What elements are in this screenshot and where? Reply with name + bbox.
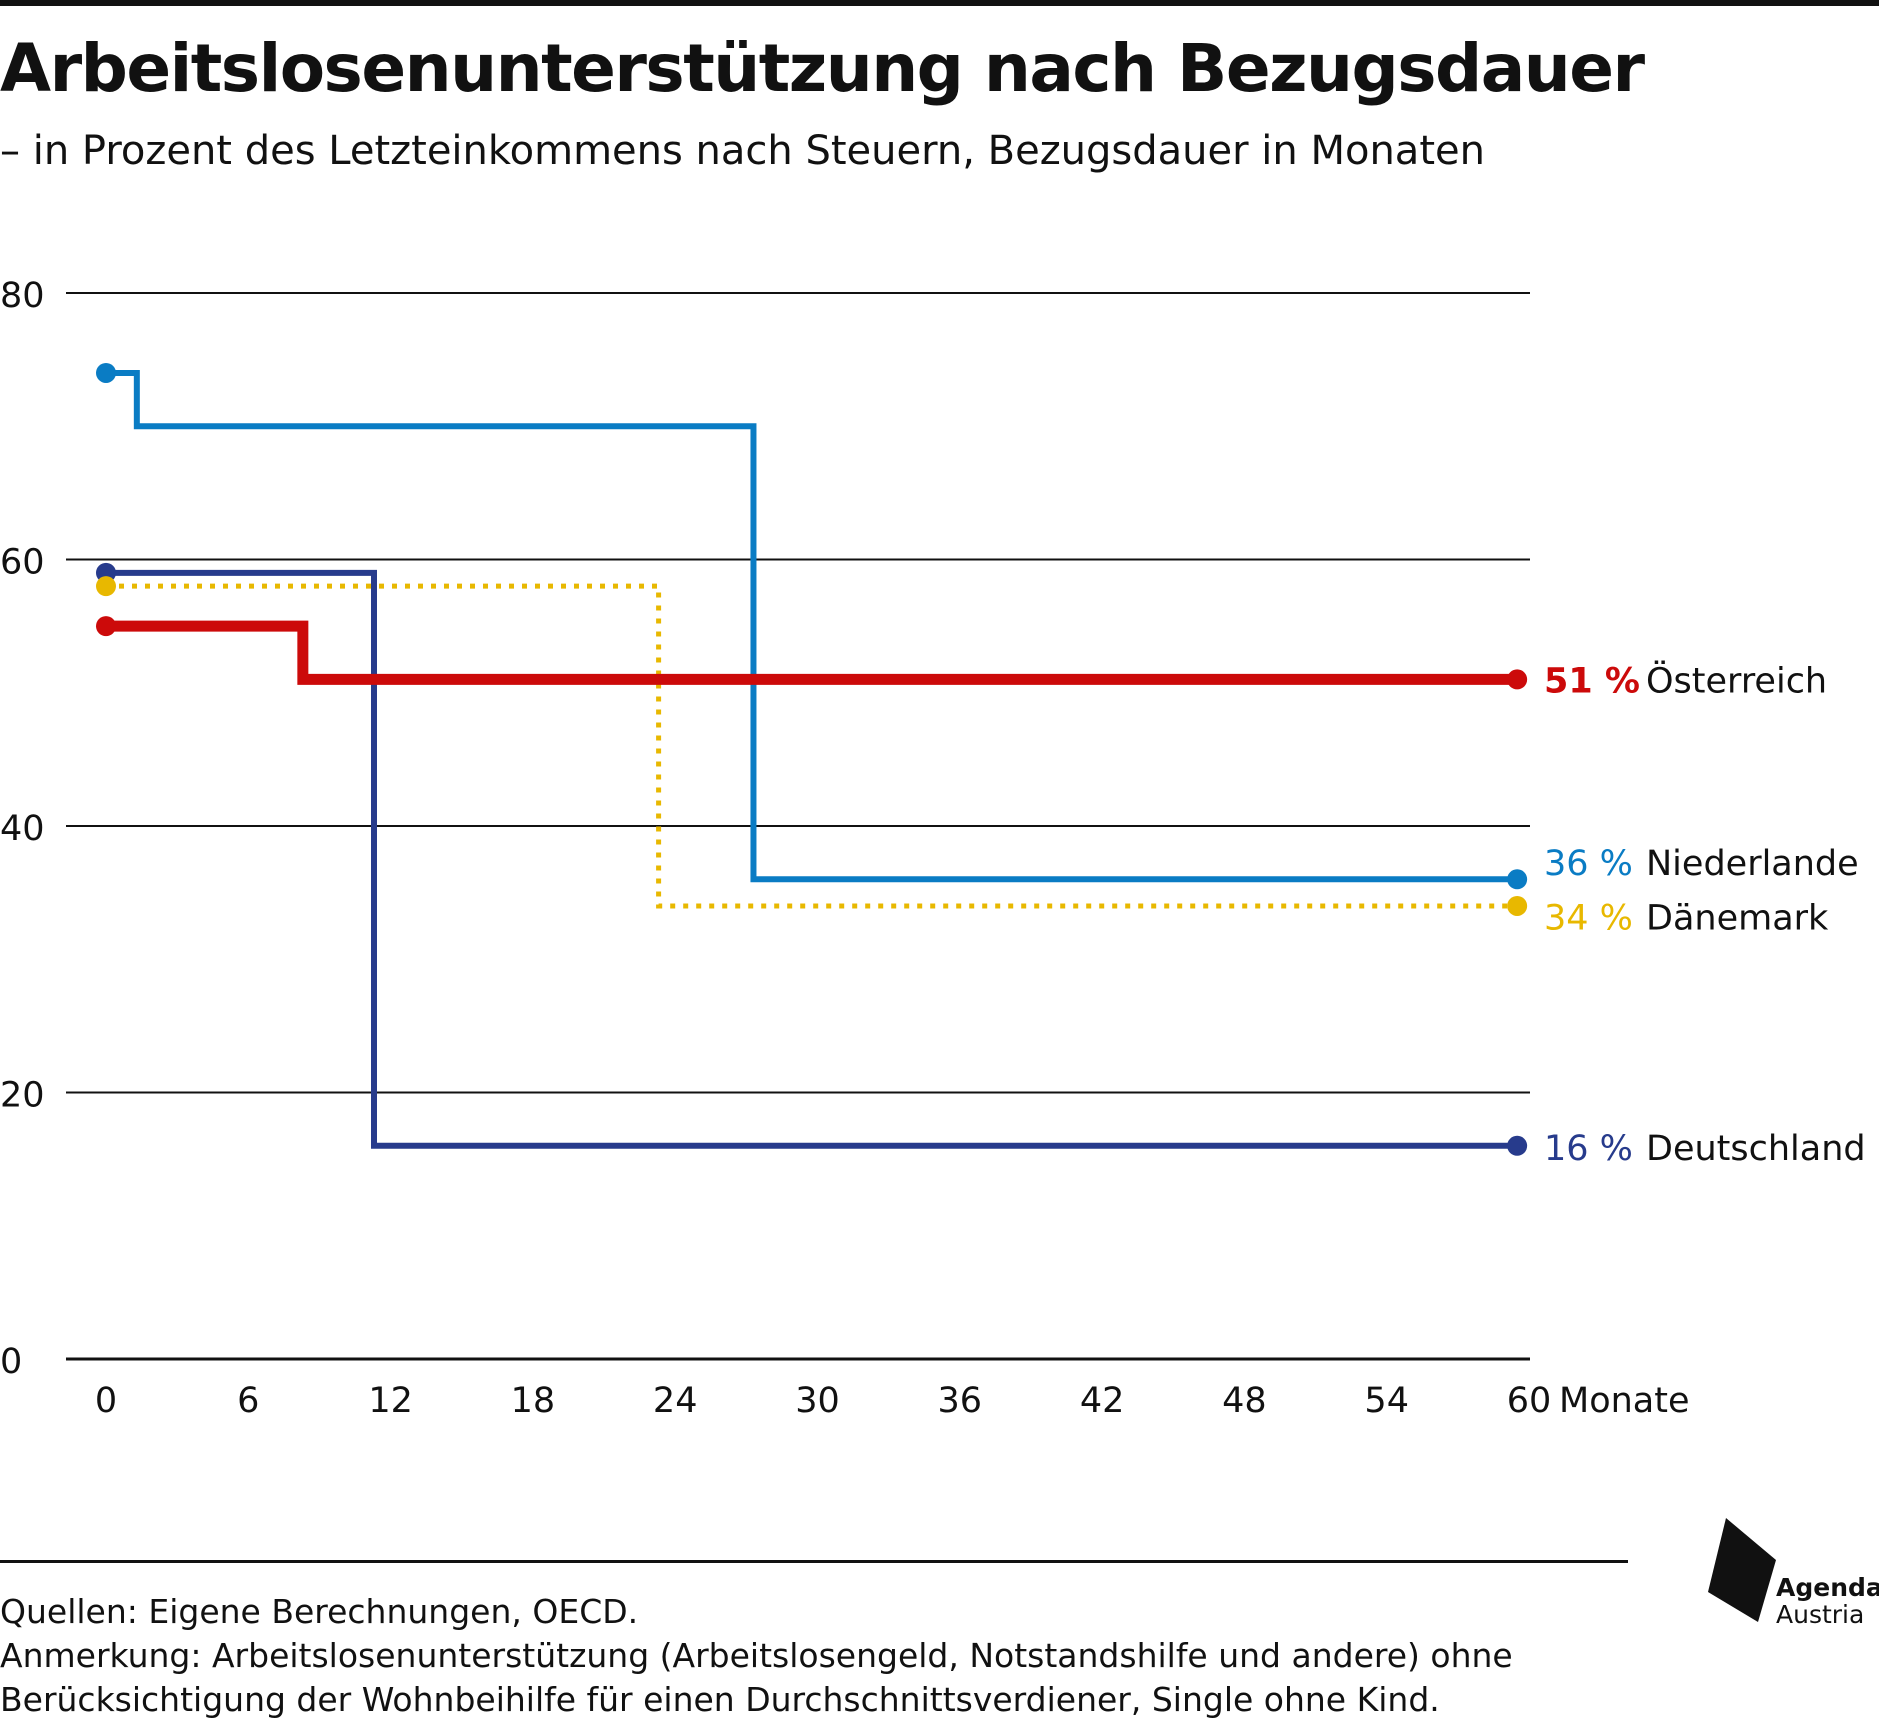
end-labels: 36 % Niederlande 16 % Deutschland 34 % Dänema…: [1544, 659, 1866, 1169]
x-tick-label: 42: [1080, 1381, 1125, 1421]
note-line-2: Berücksichtigung der Wohnbeihilfe für ei…: [0, 1680, 1440, 1719]
series-line-deutschland: [106, 569, 1518, 1149]
end-value-label: 36 %: [1544, 844, 1633, 884]
series-group: [96, 362, 1528, 1156]
series-line-daenemark: [106, 583, 1518, 909]
y-tick-label: 60: [0, 543, 45, 583]
x-tick-label: 24: [653, 1381, 698, 1421]
series-name-label: Niederlande: [1646, 844, 1859, 884]
logo-line-1: Agenda: [1776, 1573, 1879, 1602]
footer-rule: [0, 1560, 1628, 1563]
series-end-point: [1507, 895, 1528, 916]
x-axis-label: Monate: [1559, 1381, 1690, 1421]
y-tick-label: 80: [0, 276, 45, 316]
x-tick-label: 48: [1222, 1381, 1267, 1421]
series-start-point: [96, 362, 116, 383]
series-name-label: Österreich: [1646, 659, 1827, 701]
x-tick-label: 0: [95, 1381, 117, 1421]
series-start-point: [96, 616, 116, 637]
chart-title: Arbeitslosenunterstützung nach Bezugsdau…: [0, 30, 1645, 107]
x-tick-label: 6: [237, 1381, 259, 1421]
note-line-1: Anmerkung: Arbeitslosenunterstützung (Ar…: [0, 1636, 1513, 1675]
y-tick-label: 20: [0, 1076, 45, 1116]
source-text: Quellen: Eigene Berechnungen, OECD.: [0, 1592, 639, 1631]
y-tick-label: 0: [0, 1342, 22, 1382]
series-end-point: [1507, 669, 1528, 690]
logo-line-2: Austria: [1776, 1600, 1865, 1629]
x-tick-label: 54: [1364, 1381, 1409, 1421]
end-value-label: 16 %: [1544, 1129, 1633, 1169]
end-value-label: 51 %: [1544, 661, 1640, 701]
series-start-point: [96, 576, 116, 597]
x-axis-ticks: 0 6 12 18 24 30 36 42 48 54 60: [95, 1381, 1551, 1421]
series-end-point: [1507, 1135, 1528, 1156]
x-tick-label: 36: [938, 1381, 983, 1421]
series-end-point: [1507, 869, 1528, 890]
x-tick-label: 30: [795, 1381, 840, 1421]
y-tick-label: 40: [0, 809, 45, 849]
series-name-label: Deutschland: [1646, 1129, 1866, 1169]
chart-subtitle: – in Prozent des Letzteinkommens nach St…: [0, 128, 1485, 174]
agenda-austria-logo: Agenda Austria: [1700, 1514, 1879, 1664]
series-name-label: Dänemark: [1646, 899, 1829, 939]
logo-mark-icon: [1708, 1518, 1776, 1622]
x-tick-label: 18: [511, 1381, 556, 1421]
x-tick-label: 12: [368, 1381, 413, 1421]
footer-notes: Quellen: Eigene Berechnungen, OECD. Anme…: [0, 1590, 1513, 1722]
y-axis-ticks: 0 20 40 60 80: [0, 276, 45, 1382]
top-rule: [0, 0, 1879, 6]
series-line-niederlande: [106, 369, 1518, 883]
step-line-chart: 0 20 40 60 80 0 6 12 18 24 30 36 42 48 54 60 Monate 36…: [0, 276, 1866, 1421]
series-line-oesterreich: [106, 620, 1518, 685]
x-tick-label: 60: [1507, 1381, 1552, 1421]
end-value-label: 34 %: [1544, 899, 1633, 939]
gridlines: [66, 292, 1530, 1361]
